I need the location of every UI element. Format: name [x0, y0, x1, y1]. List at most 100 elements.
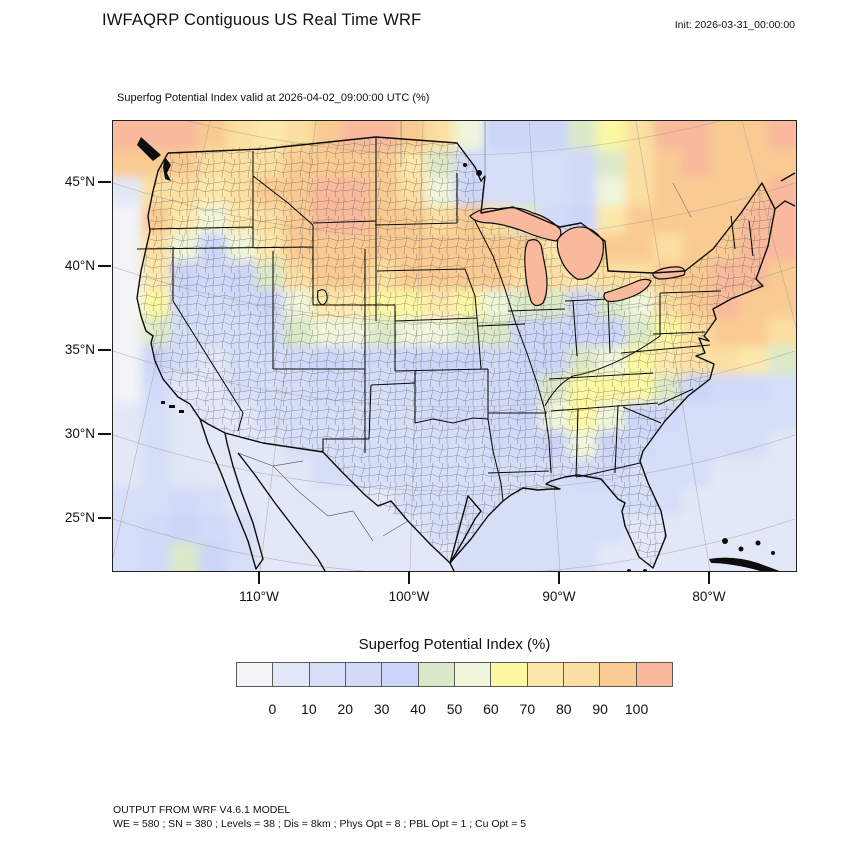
- spi-grid-cell: [596, 205, 627, 235]
- puget-sound: [163, 157, 171, 181]
- colorbar-swatch: [237, 663, 274, 686]
- spi-grid-cell: [596, 542, 627, 571]
- spi-grid-cell: [568, 514, 598, 544]
- spi-grid-cell: [653, 177, 684, 207]
- lake-of-the-woods: [476, 170, 482, 176]
- spi-grid-cell: [511, 121, 541, 151]
- lon-tick-label: 100°W: [388, 589, 430, 604]
- colorbar-tick-labels: 0 10 20 30 40 50 60 70 80 90 100: [236, 701, 673, 719]
- spi-grid-cell: [113, 261, 143, 291]
- colorbar-tick-label: 70: [519, 701, 536, 717]
- colorbar-swatch: [273, 663, 310, 686]
- spi-grid-cell: [767, 514, 796, 544]
- colorbar-swatch: [309, 663, 346, 686]
- spi-grid-cell: [312, 486, 342, 516]
- spi-grid-cell: [767, 346, 796, 376]
- spi-grid-cell: [568, 121, 598, 151]
- spi-grid-cell: [739, 514, 769, 544]
- conus-map-panel: [112, 120, 797, 572]
- spi-grid-cell: [568, 149, 598, 179]
- colorbar-tick-label: 0: [268, 701, 277, 717]
- spi-grid-cell: [198, 121, 228, 151]
- spi-grid-cell: [340, 514, 371, 544]
- colorbar-tick-label: 100: [624, 701, 649, 717]
- lat-tick-label: 25°N: [64, 510, 95, 525]
- colorbar-swatch: [418, 663, 455, 686]
- spi-grid-cell: [682, 514, 712, 544]
- vancouver-island: [137, 137, 161, 161]
- spi-grid-cell: [198, 486, 228, 516]
- spi-grid-cell: [739, 121, 769, 151]
- spi-grid-cell: [653, 121, 684, 151]
- lon-tick-label: 90°W: [542, 589, 576, 604]
- spi-grid-cell: [141, 374, 171, 404]
- mexico-state-borders: [237, 452, 409, 542]
- spi-grid-cell: [113, 458, 143, 488]
- spi-grid-cell: [255, 514, 285, 544]
- colorbar-swatch: [345, 663, 383, 686]
- spi-grid-cell: [739, 486, 769, 516]
- spi-grid-cell: [198, 514, 228, 544]
- spi-grid-cell: [653, 430, 684, 460]
- spi-grid-cell: [113, 317, 143, 347]
- spi-grid-cell: [596, 514, 627, 544]
- lat-tick-mark: [98, 181, 111, 183]
- spi-grid-cell: [653, 205, 684, 235]
- spi-grid-cell: [113, 374, 143, 404]
- model-init-timestamp: Init: 2026-03-31_00:00:00: [674, 19, 795, 31]
- spi-grid-cell: [739, 289, 769, 319]
- spi-grid-cell: [767, 317, 796, 347]
- spi-grid-cell: [710, 542, 741, 571]
- spi-grid-cell: [511, 177, 541, 207]
- colorbar-swatch: [527, 663, 564, 686]
- lat-tick-mark: [98, 517, 111, 519]
- spi-grid-cell: [169, 121, 200, 151]
- spi-grid-cell: [539, 121, 570, 151]
- spi-grid-cell: [625, 205, 655, 235]
- lake-ontario: [652, 266, 686, 280]
- spi-grid-cell: [625, 177, 655, 207]
- spi-grid-cell: [169, 458, 200, 488]
- colorbar-tick-label: 30: [373, 701, 390, 717]
- spi-grid-cell: [767, 430, 796, 460]
- colorbar-tick-label: 10: [301, 701, 317, 717]
- spi-grid-cell: [539, 149, 570, 179]
- model-output-note: OUTPUT FROM WRF V4.6.1 MODEL: [113, 804, 291, 816]
- spi-grid-cell: [767, 261, 796, 291]
- lat-tick-label: 40°N: [64, 258, 95, 273]
- spi-grid-cell: [312, 514, 342, 544]
- spi-grid-cell: [568, 177, 598, 207]
- spi-grid-cell: [710, 374, 741, 404]
- lon-tick-mark: [708, 571, 710, 584]
- spi-grid-cell: [141, 458, 171, 488]
- lake-erie: [603, 278, 652, 303]
- spi-grid-cell: [113, 233, 143, 263]
- spi-grid-cell: [283, 458, 314, 488]
- spi-grid-cell: [113, 430, 143, 460]
- spi-grid-cell: [767, 402, 796, 432]
- spi-grid-cell: [141, 542, 171, 571]
- colorbar-tick-label: 60: [483, 701, 499, 717]
- lat-tick-mark: [98, 265, 111, 267]
- bahamas: [722, 538, 728, 544]
- spi-grid-cell: [682, 121, 712, 151]
- spi-grid-cell: [767, 121, 796, 151]
- spi-grid-cell: [767, 233, 796, 263]
- spi-grid-cell: [226, 458, 257, 488]
- map-valid-time-subtitle: Superfog Potential Index valid at 2026-0…: [117, 92, 430, 104]
- spi-grid-cell: [739, 317, 769, 347]
- spi-grid-cell: [710, 430, 741, 460]
- spi-grid-cell: [710, 402, 741, 432]
- spi-grid-cell: [511, 542, 541, 571]
- spi-grid-cell: [113, 542, 143, 571]
- spi-grid-cell: [596, 177, 627, 207]
- spi-grid-cell: [113, 177, 143, 207]
- spi-grid-cell: [113, 205, 143, 235]
- spi-grid-cell: [283, 542, 314, 571]
- spi-grid-cell: [767, 486, 796, 516]
- spi-grid-cell: [482, 542, 513, 571]
- spi-grid-cell: [568, 486, 598, 516]
- spi-grid-cell: [682, 177, 712, 207]
- channel-islands: [169, 405, 175, 408]
- spi-grid-cell: [739, 458, 769, 488]
